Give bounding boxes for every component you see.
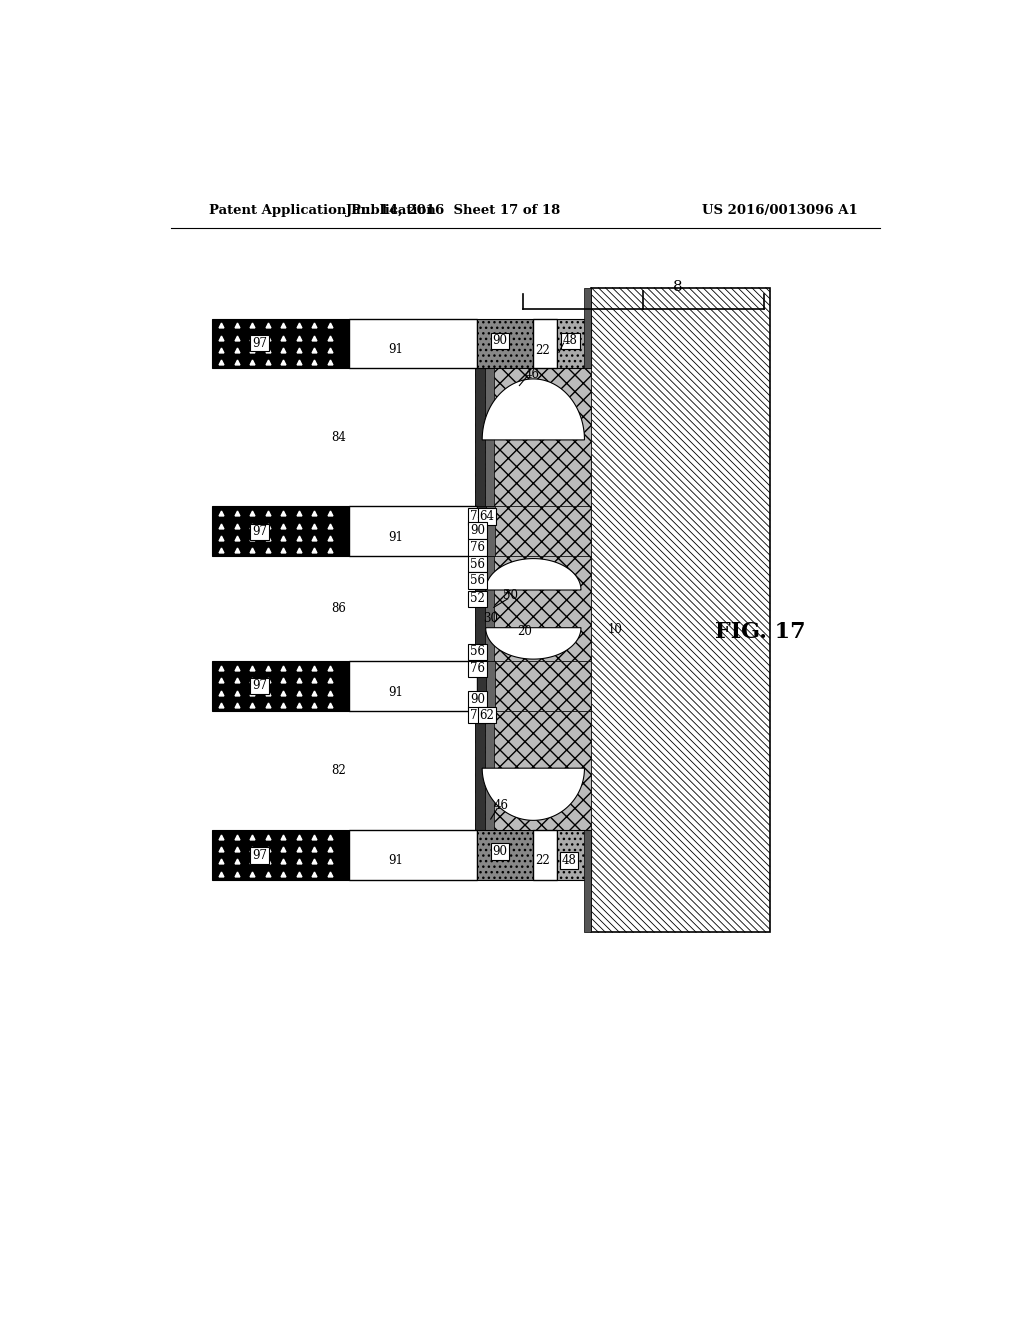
Bar	[484, 711, 494, 830]
Polygon shape	[485, 558, 581, 590]
Bar	[584, 288, 592, 368]
Text: 8: 8	[674, 280, 683, 294]
Text: 48: 48	[563, 334, 578, 347]
Bar	[477, 507, 592, 557]
Polygon shape	[482, 379, 585, 440]
Bar	[475, 368, 592, 507]
Bar	[475, 711, 484, 830]
Bar	[534, 318, 557, 368]
Bar	[212, 368, 475, 507]
Bar	[349, 318, 477, 368]
Text: 52: 52	[470, 593, 485, 606]
Bar	[475, 557, 484, 661]
Bar	[477, 318, 534, 368]
Text: 82: 82	[332, 764, 346, 777]
Bar	[475, 368, 484, 507]
Bar	[534, 830, 557, 880]
Bar	[557, 318, 592, 368]
Bar	[212, 318, 349, 368]
Text: 72: 72	[470, 709, 485, 722]
Text: 90: 90	[493, 334, 508, 347]
Text: 50: 50	[503, 589, 517, 602]
Bar	[212, 830, 349, 880]
Text: 64: 64	[479, 510, 495, 523]
Bar	[349, 507, 477, 557]
Text: 76: 76	[470, 541, 485, 554]
Text: 76: 76	[470, 663, 485, 676]
Text: 22: 22	[536, 854, 550, 867]
Text: 22: 22	[536, 345, 550, 358]
Bar	[212, 507, 349, 557]
Text: 48: 48	[561, 854, 577, 867]
Text: 91: 91	[388, 531, 402, 544]
Text: 90: 90	[493, 845, 508, 858]
Text: FIG. 17: FIG. 17	[716, 620, 806, 643]
Text: 46: 46	[524, 367, 540, 380]
Text: Patent Application Publication: Patent Application Publication	[209, 205, 436, 218]
Text: 97: 97	[252, 849, 267, 862]
Text: 97: 97	[252, 680, 267, 693]
Bar	[477, 830, 534, 880]
Text: 97: 97	[252, 525, 267, 539]
Text: 91: 91	[388, 854, 402, 867]
Bar	[477, 661, 592, 711]
Text: 84: 84	[332, 430, 346, 444]
Bar	[349, 661, 477, 711]
Text: 90: 90	[470, 524, 485, 537]
Bar	[212, 711, 475, 830]
Bar	[349, 830, 477, 880]
Text: 97: 97	[252, 337, 267, 350]
Polygon shape	[485, 628, 581, 659]
Text: 56: 56	[470, 574, 485, 587]
Text: 20: 20	[517, 626, 532, 639]
Text: 74: 74	[470, 510, 485, 523]
Bar	[212, 557, 475, 661]
Text: 86: 86	[332, 602, 346, 615]
Text: 56: 56	[470, 557, 485, 570]
Text: 30: 30	[483, 611, 499, 624]
Text: US 2016/0013096 A1: US 2016/0013096 A1	[701, 205, 857, 218]
Text: 46: 46	[494, 800, 509, 813]
Bar	[592, 288, 770, 932]
Bar	[212, 661, 349, 711]
Bar	[484, 557, 494, 661]
Text: 62: 62	[479, 709, 495, 722]
Text: 10: 10	[607, 623, 623, 636]
Text: 90: 90	[470, 693, 485, 706]
Polygon shape	[482, 768, 585, 820]
Bar	[484, 368, 494, 507]
Text: Jan. 14, 2016  Sheet 17 of 18: Jan. 14, 2016 Sheet 17 of 18	[346, 205, 560, 218]
Bar	[486, 507, 496, 557]
Bar	[557, 830, 592, 880]
Bar	[475, 711, 592, 830]
Bar	[477, 661, 486, 711]
Text: 91: 91	[388, 685, 402, 698]
Bar	[475, 557, 592, 661]
Text: 91: 91	[388, 343, 402, 356]
Bar	[584, 830, 592, 932]
Bar	[486, 661, 496, 711]
Bar	[477, 507, 486, 557]
Text: 56: 56	[470, 645, 485, 659]
